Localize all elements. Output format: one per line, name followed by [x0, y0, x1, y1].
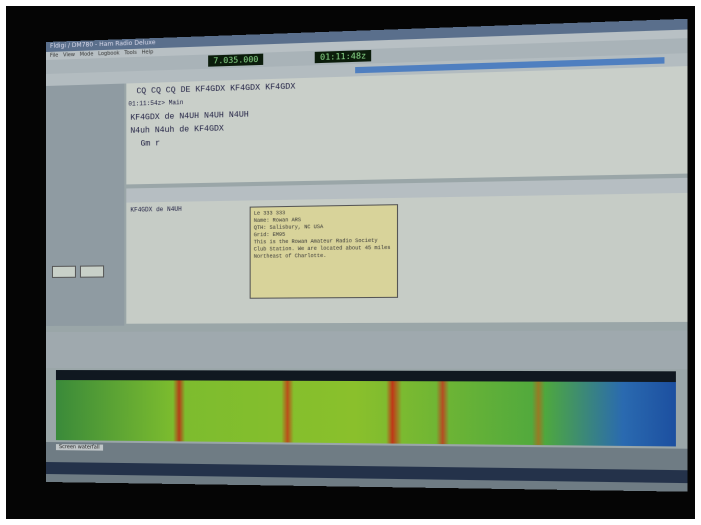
photo-frame: Fldigi / DM780 - Ham Radio Deluxe File V…: [6, 6, 695, 519]
taskbar: [46, 462, 687, 483]
tooltip: Le 333 333 Name: Rowan ARS QTH: Salisbury,…: [250, 204, 398, 299]
sidebar: [46, 84, 124, 326]
time-display: 01:11:48z: [315, 50, 372, 63]
rx-line: KF4GDX de N4UH N4UH N4UH: [130, 110, 248, 122]
tooltip-line: Northeast of Charlotte.: [254, 252, 394, 261]
transmit-pane: KF4GDX de N4UH: [126, 193, 687, 324]
rx-line: Gm r: [141, 139, 161, 149]
waterfall: [56, 380, 676, 446]
status-text: Screen waterfall: [56, 444, 103, 451]
button[interactable]: [52, 266, 76, 278]
receive-pane: CQ CQ CQ DE KF4GDX KF4GDX KF4GDX 01:11:54…: [126, 66, 687, 184]
transmit-text: KF4GDX de N4UH: [130, 206, 181, 214]
rx-line: CQ CQ CQ DE KF4GDX KF4GDX KF4GDX: [136, 82, 295, 96]
button[interactable]: [80, 265, 104, 277]
monitor-screen: Fldigi / DM780 - Ham Radio Deluxe File V…: [46, 19, 687, 492]
rx-line: N4uh N4uh de KF4GDX: [130, 124, 224, 136]
rx-line: 01:11:54z> Main: [128, 99, 183, 108]
frequency-display: 7.035.000: [208, 54, 263, 67]
status-bar: Screen waterfall: [46, 442, 687, 492]
spectrum-controls: [46, 330, 687, 369]
